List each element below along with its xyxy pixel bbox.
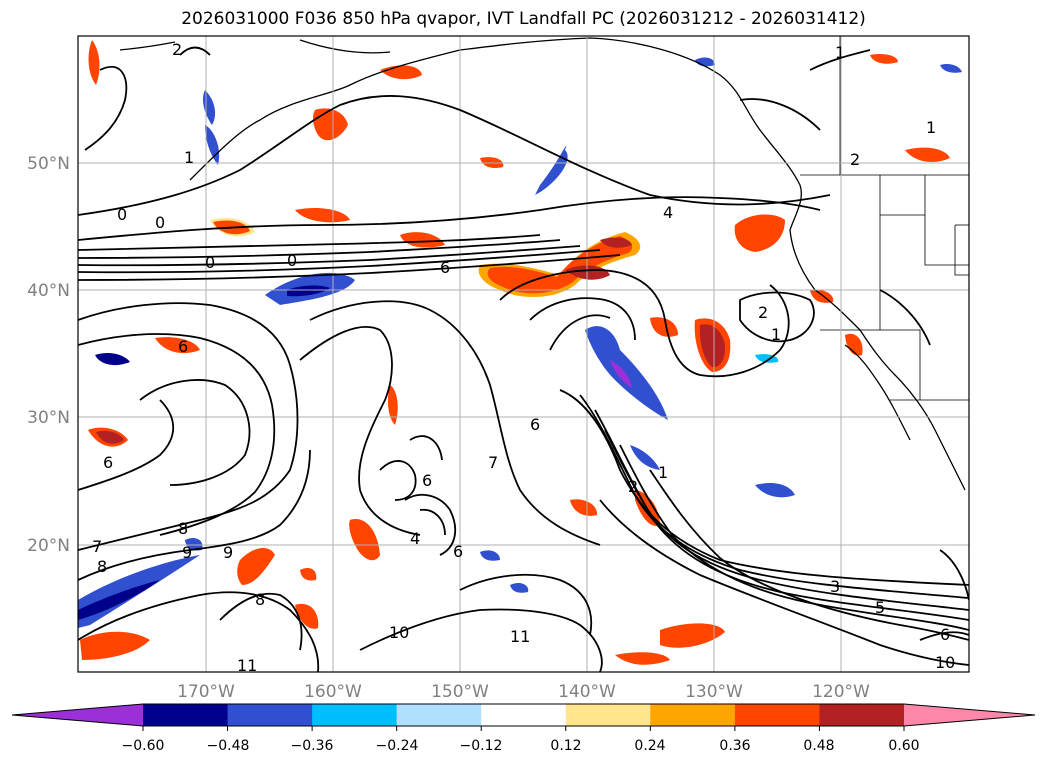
lon-tick-label: 150°W [431, 682, 489, 702]
graticule [78, 36, 969, 672]
positive-anomaly-shading [80, 40, 950, 665]
contour-label: 6 [453, 542, 463, 561]
contour-label: 5 [875, 598, 885, 617]
colorbar-segment [650, 704, 736, 726]
contour-label: 2 [758, 303, 768, 322]
lat-tick-label: 30°N [27, 408, 70, 428]
colorbar-tick-marks [142, 726, 905, 731]
lat-tick-label: 20°N [27, 536, 70, 556]
colorbar-segment [143, 704, 229, 726]
colorbar-segments [11, 703, 1036, 727]
lon-tick-label: 170°W [177, 682, 235, 702]
contour-label: 6 [530, 415, 540, 434]
coastline [119, 37, 966, 491]
colorbar-tick-labels: −0.60 −0.48 −0.36 −0.24 −0.12 0.12 0.24 … [122, 738, 920, 754]
contour-label: 3 [830, 577, 840, 596]
lon-tick-labels: 170°W 160°W 150°W 140°W 130°W 120°W [177, 682, 870, 702]
contour-label: 8 [97, 557, 107, 576]
contour-label: 9 [223, 543, 233, 562]
colorbar-tick-label: −0.24 [376, 738, 419, 754]
contour-label: 8 [178, 519, 188, 538]
colorbar-tick-label: 0.48 [803, 738, 834, 754]
contour-label: 1 [926, 118, 936, 137]
colorbar-tick-label: 0.12 [550, 738, 581, 754]
colorbar-segment [819, 704, 905, 726]
colorbar-tick-label: 0.60 [888, 738, 919, 754]
contour-label: 6 [422, 471, 432, 490]
contour-label: 7 [488, 453, 498, 472]
colorbar-tick-label: −0.48 [207, 738, 250, 754]
contour-label: 2 [628, 477, 638, 496]
contour-label: 11 [237, 656, 257, 675]
colorbar-segment [312, 704, 398, 726]
contour-label: 11 [510, 627, 530, 646]
lat-tick-labels: 50°N 40°N 30°N 20°N [27, 154, 70, 556]
contour-labels: 2 1 0 0 4 0 0 6 2 1 6 6 6 7 6 8 9 9 7 8 [92, 40, 955, 675]
lon-tick-label: 120°W [812, 682, 870, 702]
map-panel: 2 1 0 0 4 0 0 6 2 1 6 6 6 7 6 8 9 9 7 8 [77, 35, 970, 675]
map-title: 2026031000 F036 850 hPa qvapor, IVT Land… [181, 9, 866, 29]
colorbar-extend-high [904, 704, 1035, 726]
contour-label: 10 [389, 623, 409, 642]
colorbar-extend-low [12, 704, 143, 726]
colorbar-tick-label: 0.36 [719, 738, 750, 754]
colorbar-tick-label: −0.60 [122, 738, 165, 754]
colorbar-segment [565, 704, 651, 726]
contour-label: 2 [850, 150, 860, 169]
contour-label: 1 [771, 325, 781, 344]
contour-label: 0 [205, 253, 215, 272]
contour-label: 2 [172, 40, 182, 59]
map-content: 2 1 0 0 4 0 0 6 2 1 6 6 6 7 6 8 9 9 7 8 [78, 36, 969, 675]
contour-label: 8 [255, 590, 265, 609]
colorbar-segment [396, 704, 482, 726]
lon-tick-label: 130°W [685, 682, 743, 702]
colorbar-segment [734, 704, 820, 726]
contour-label: 6 [940, 625, 950, 644]
contour-label: 0 [117, 205, 127, 224]
colorbar: −0.60 −0.48 −0.36 −0.24 −0.12 0.12 0.24 … [11, 703, 1036, 754]
contour-label: 1 [835, 43, 845, 62]
colorbar-tick-label: 0.24 [634, 738, 665, 754]
lat-tick-label: 40°N [27, 281, 70, 301]
contour-label: 10 [935, 653, 955, 672]
map-frame [77, 35, 970, 673]
colorbar-tick-label: −0.36 [291, 738, 334, 754]
contour-label: 6 [440, 258, 450, 277]
lat-tick-label: 50°N [27, 154, 70, 174]
colorbar-segment [227, 704, 313, 726]
contour-label: 7 [92, 537, 102, 556]
borders [800, 36, 969, 401]
contour-label: 4 [410, 529, 420, 548]
contour-label: 6 [178, 337, 188, 356]
colorbar-segment [481, 704, 567, 726]
ivt-contours [78, 46, 969, 672]
contour-label: 1 [658, 463, 668, 482]
contour-label: 1 [184, 148, 194, 167]
contour-label: 0 [287, 251, 297, 270]
contour-label: 0 [155, 213, 165, 232]
contour-label: 4 [663, 203, 673, 222]
contour-label: 9 [182, 543, 192, 562]
map-background [78, 36, 969, 672]
colorbar-tick-label: −0.12 [460, 738, 503, 754]
lon-tick-label: 140°W [558, 682, 616, 702]
lon-tick-label: 160°W [304, 682, 362, 702]
contour-label: 6 [103, 453, 113, 472]
